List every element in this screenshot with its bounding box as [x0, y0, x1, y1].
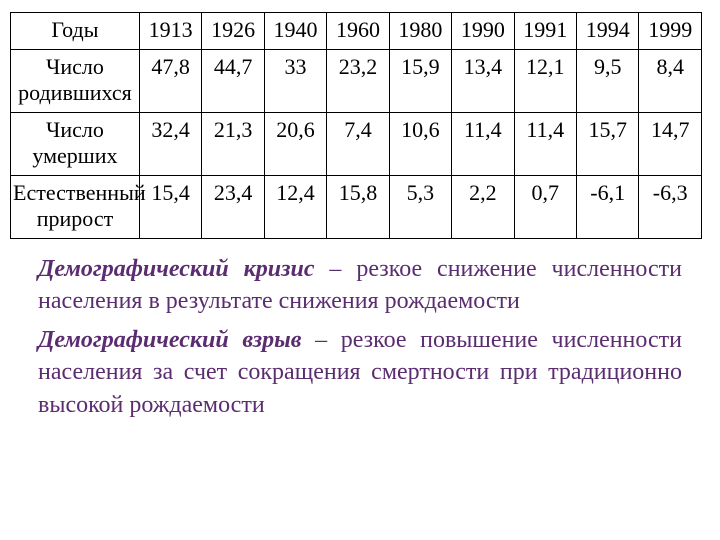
cell: 23,2: [327, 50, 389, 113]
cell: -6,1: [576, 176, 638, 239]
col-header: 1926: [202, 13, 264, 50]
col-header: Годы: [11, 13, 140, 50]
cell: 12,1: [514, 50, 576, 113]
cell: 47,8: [139, 50, 201, 113]
col-header: 1999: [639, 13, 702, 50]
term: Демографический взрыв: [38, 327, 301, 353]
cell: 0,7: [514, 176, 576, 239]
cell: 33: [264, 50, 326, 113]
cell: 15,4: [139, 176, 201, 239]
cell: 44,7: [202, 50, 264, 113]
col-header: 1994: [576, 13, 638, 50]
cell: 11,4: [514, 113, 576, 176]
demography-table: Годы 1913 1926 1940 1960 1980 1990 1991 …: [10, 12, 702, 239]
cell: 12,4: [264, 176, 326, 239]
col-header: 1940: [264, 13, 326, 50]
table-header-row: Годы 1913 1926 1940 1960 1980 1990 1991 …: [11, 13, 702, 50]
cell: 10,6: [389, 113, 451, 176]
row-label: Естественный прирост: [11, 176, 140, 239]
cell: 32,4: [139, 113, 201, 176]
col-header: 1960: [327, 13, 389, 50]
cell: 23,4: [202, 176, 264, 239]
row-label: Число родившихся: [11, 50, 140, 113]
table-row: Число умерших 32,4 21,3 20,6 7,4 10,6 11…: [11, 113, 702, 176]
cell: 15,8: [327, 176, 389, 239]
definition-explosion: Демографический взрыв – резкое повышение…: [38, 324, 682, 421]
cell: 8,4: [639, 50, 702, 113]
col-header: 1913: [139, 13, 201, 50]
cell: 21,3: [202, 113, 264, 176]
cell: 14,7: [639, 113, 702, 176]
cell: 11,4: [452, 113, 514, 176]
col-header: 1980: [389, 13, 451, 50]
cell: 9,5: [576, 50, 638, 113]
cell: 15,9: [389, 50, 451, 113]
row-label: Число умерших: [11, 113, 140, 176]
cell: 5,3: [389, 176, 451, 239]
table-row: Естественный прирост 15,4 23,4 12,4 15,8…: [11, 176, 702, 239]
cell: 15,7: [576, 113, 638, 176]
col-header: 1991: [514, 13, 576, 50]
table-row: Число родившихся 47,8 44,7 33 23,2 15,9 …: [11, 50, 702, 113]
col-header: 1990: [452, 13, 514, 50]
cell: 13,4: [452, 50, 514, 113]
definition-crisis: Демографический кризис – резкое снижение…: [38, 253, 682, 318]
term: Демографический кризис: [38, 256, 315, 282]
cell: -6,3: [639, 176, 702, 239]
cell: 20,6: [264, 113, 326, 176]
cell: 7,4: [327, 113, 389, 176]
cell: 2,2: [452, 176, 514, 239]
